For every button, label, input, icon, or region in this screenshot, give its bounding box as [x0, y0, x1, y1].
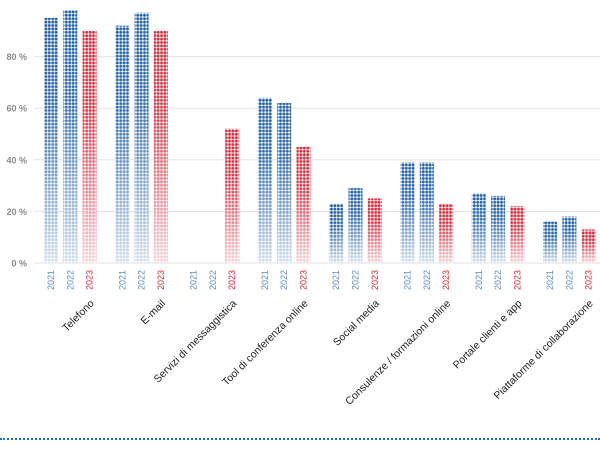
year-label: 2022: [422, 270, 432, 290]
year-label: 2021: [260, 270, 270, 290]
bar-fade-overlay: [44, 17, 58, 264]
bar-fade-overlay: [400, 162, 415, 263]
bar-fade-overlay: [367, 198, 382, 263]
bar-fade-overlay: [277, 103, 292, 263]
bar-fade-overlay: [581, 229, 596, 263]
bar-fade-overlay: [115, 25, 130, 263]
bar-fade-overlay: [225, 128, 240, 263]
category-label: Telefono: [60, 298, 97, 335]
year-label: 2022: [351, 270, 361, 290]
year-label: 2021: [474, 270, 484, 290]
year-label: 2023: [299, 270, 309, 290]
bar-fade-overlay: [329, 203, 344, 263]
year-label: 2022: [493, 270, 503, 290]
bar-fade-overlay: [491, 195, 506, 263]
category-label: Portale clienti e app: [451, 298, 525, 372]
y-tick-label: 80 %: [6, 52, 27, 62]
y-tick-label: 20 %: [6, 207, 27, 217]
year-labels: 2021 2022 2023 2021 2022 2023 2021 2022 2023 2021…: [46, 270, 594, 290]
y-axis-ticks: 0 % 20 % 40 % 60 % 80 %: [6, 52, 27, 268]
year-label: 2021: [46, 270, 56, 290]
year-label: 2022: [208, 270, 218, 290]
bar-fade-overlay: [153, 30, 168, 263]
bar-fade-overlay: [82, 30, 97, 263]
y-tick-label: 60 %: [6, 104, 27, 114]
category-label: Social media: [331, 298, 382, 349]
year-label: 2021: [403, 270, 413, 290]
y-tick-label: 0 %: [11, 259, 27, 269]
category-label: E-mail: [138, 298, 168, 328]
bar-fade-overlay: [471, 193, 486, 263]
year-label: 2021: [189, 270, 199, 290]
year-label: 2023: [156, 270, 166, 290]
bottom-dotted-rule: [0, 438, 600, 440]
bar-fade-overlay: [134, 12, 149, 263]
bar-fade-overlay: [439, 203, 454, 263]
year-label: 2022: [279, 270, 289, 290]
year-label: 2023: [370, 270, 380, 290]
year-label: 2023: [584, 270, 594, 290]
year-label: 2021: [331, 270, 341, 290]
year-label: 2021: [117, 270, 127, 290]
bar-fade-overlay: [63, 10, 78, 263]
year-label: 2022: [137, 270, 147, 290]
bar-fade-overlay: [296, 146, 311, 263]
y-tick-label: 40 %: [6, 155, 27, 165]
bar-fade-overlay: [257, 97, 272, 263]
year-label: 2022: [65, 270, 75, 290]
bar-fade-overlay: [348, 188, 363, 263]
year-label: 2021: [545, 270, 555, 290]
bars: [44, 10, 596, 264]
year-label: 2023: [85, 270, 95, 290]
year-label: 2023: [512, 270, 522, 290]
year-label: 2022: [564, 270, 574, 290]
bar-fade-overlay: [419, 162, 434, 263]
bar-fade-overlay: [510, 206, 525, 263]
year-label: 2023: [227, 270, 237, 290]
bar-fade-overlay: [562, 216, 577, 263]
year-label: 2023: [441, 270, 451, 290]
bar-fade-overlay: [543, 221, 558, 263]
